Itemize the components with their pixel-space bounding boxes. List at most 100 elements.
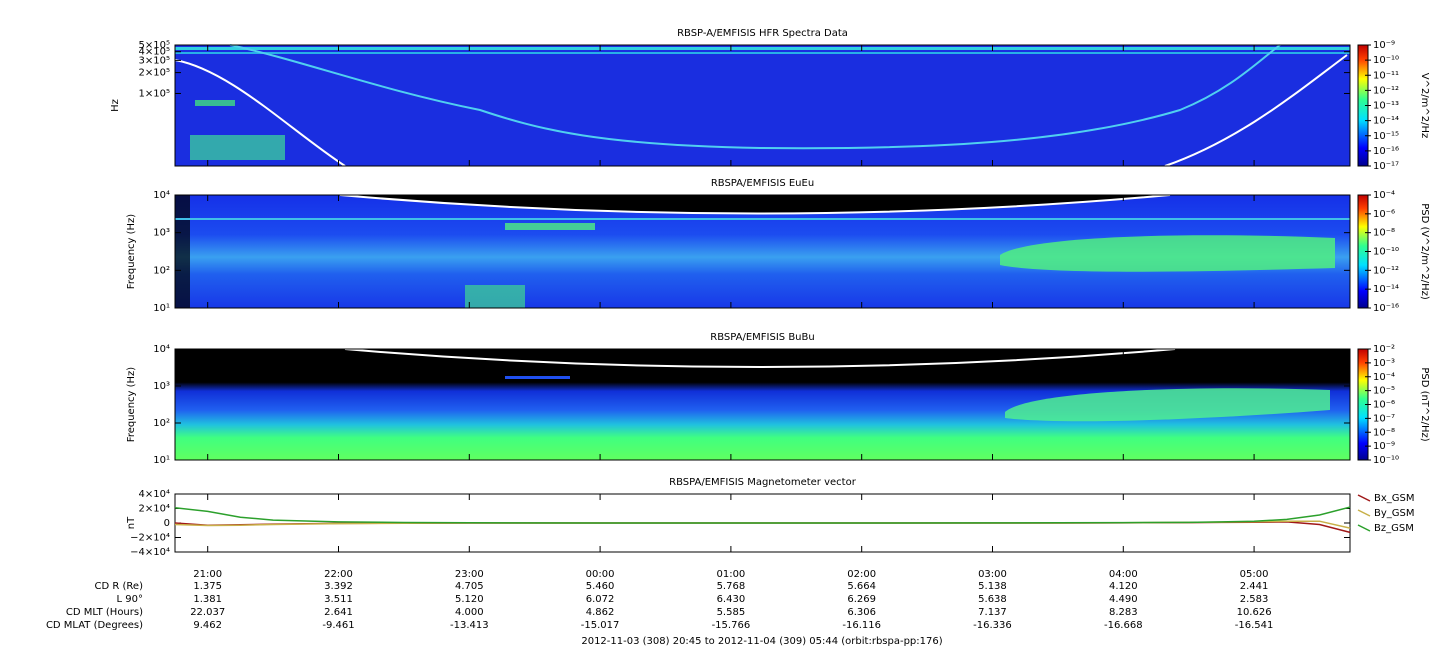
footer: 2012-11-03 (308) 20:45 to 2012-11-04 (30…: [581, 636, 942, 647]
ephemeris-value: 8.283: [1109, 607, 1138, 618]
y-tick-label: 10⁴: [153, 344, 170, 355]
ephemeris-value: 22.037: [190, 607, 225, 618]
ephemeris-value: 4.000: [455, 607, 484, 618]
colorbar-tick-label: 10⁻¹²: [1373, 265, 1399, 276]
ephemeris-value: 1.375: [193, 581, 222, 592]
y-tick-label: 10³: [153, 381, 170, 392]
colorbar-tick-label: 10⁻¹⁷: [1373, 161, 1399, 172]
ephemeris-value: 4.120: [1109, 581, 1138, 592]
colorbar-tick-label: 10⁻¹⁴: [1373, 116, 1399, 127]
legend-swatch: [1357, 494, 1371, 502]
x-tick-label: 23:00: [455, 569, 484, 580]
colorbar-tick-label: 10⁻⁸: [1373, 427, 1395, 438]
ephemeris-value: -13.413: [450, 620, 489, 631]
x-tick-label: 01:00: [716, 569, 745, 580]
x-tick-label: 05:00: [1240, 569, 1269, 580]
ephemeris-value: 6.269: [847, 594, 876, 605]
panel-title: RBSPA/EMFISIS BuBu: [710, 332, 814, 343]
legend-swatch: [1357, 509, 1371, 517]
colorbar-label: PSD (V^2/m^2/Hz): [1419, 203, 1430, 300]
legend-label: By_GSM: [1374, 508, 1415, 519]
colorbar-tick-label: 10⁻⁸: [1373, 228, 1395, 239]
ephemeris-value: -15.766: [712, 620, 751, 631]
ephemeris-value: 9.462: [193, 620, 222, 631]
colorbar-tick-label: 10⁻¹⁶: [1373, 146, 1399, 157]
ephemeris-value: -16.336: [973, 620, 1012, 631]
legend-label: Bx_GSM: [1374, 493, 1415, 504]
colorbar-tick-label: 10⁻⁴: [1373, 190, 1395, 201]
y-tick-label: 2×10⁴: [139, 504, 170, 515]
ephemeris-label: L 90°: [117, 594, 143, 605]
ephemeris-value: 5.664: [847, 581, 876, 592]
ephemeris-value: 2.641: [324, 607, 353, 618]
ephemeris-value: -9.461: [322, 620, 354, 631]
colorbar-tick-label: 10⁻²: [1373, 344, 1395, 355]
ephemeris-value: 5.768: [717, 581, 746, 592]
ephemeris-label: CD R (Re): [95, 581, 144, 592]
y-axis-label: Hz: [110, 99, 121, 112]
legend-label: Bz_GSM: [1374, 523, 1414, 534]
y-axis-label: Frequency (Hz): [126, 367, 137, 443]
panel-title: RBSP-A/EMFISIS HFR Spectra Data: [677, 28, 848, 39]
ephemeris-value: 6.430: [717, 594, 746, 605]
y-tick-label: 10²: [153, 418, 170, 429]
ephemeris-value: 2.583: [1240, 594, 1269, 605]
y-tick-label: 10²: [153, 265, 170, 276]
ephemeris-value: 4.705: [455, 581, 484, 592]
ephemeris-value: -16.668: [1104, 620, 1143, 631]
y-tick-label: 10¹: [153, 303, 170, 314]
ephemeris-value: 6.072: [586, 594, 615, 605]
y-tick-label: 2×10⁵: [139, 68, 170, 79]
colorbar-tick-label: 10⁻³: [1373, 358, 1395, 369]
colorbar-tick-label: 10⁻¹²: [1373, 85, 1399, 96]
x-tick-label: 21:00: [193, 569, 222, 580]
colorbar-tick-label: 10⁻⁵: [1373, 386, 1395, 397]
y-tick-label: −2×10⁴: [130, 533, 170, 544]
colorbar-tick-label: 10⁻¹⁶: [1373, 303, 1399, 314]
y-tick-label: 0: [164, 518, 170, 529]
colorbar-tick-label: 10⁻¹⁴: [1373, 284, 1399, 295]
y-tick-label: 4×10⁴: [139, 489, 170, 500]
ephemeris-value: 3.511: [324, 594, 353, 605]
ephemeris-value: 6.306: [847, 607, 876, 618]
colorbar-tick-label: 10⁻¹⁰: [1373, 247, 1399, 258]
colorbar-label: V^2/m^2/Hz: [1419, 73, 1430, 139]
y-tick-label: 3×10⁵: [139, 55, 170, 66]
ephemeris-value: -16.541: [1235, 620, 1274, 631]
ephemeris-value: 5.138: [978, 581, 1007, 592]
colorbar-tick-label: 10⁻⁹: [1373, 40, 1395, 51]
ephemeris-value: 3.392: [324, 581, 353, 592]
y-tick-label: −4×10⁴: [130, 547, 170, 558]
y-tick-label: 10⁴: [153, 190, 170, 201]
colorbar-tick-label: 10⁻¹⁰: [1373, 55, 1399, 66]
plot-frame: [174, 348, 1351, 461]
colorbar-tick-label: 10⁻⁴: [1373, 372, 1395, 383]
plot-frame: [174, 194, 1351, 309]
colorbar-tick-label: 10⁻¹⁵: [1373, 131, 1399, 142]
data-line: [174, 506, 1351, 524]
ephemeris-value: 7.137: [978, 607, 1007, 618]
colorbar-tick-label: 10⁻⁹: [1373, 441, 1395, 452]
ephemeris-value: 4.490: [1109, 594, 1138, 605]
colorbar-tick-label: 10⁻⁶: [1373, 400, 1395, 411]
y-axis-label: nT: [126, 516, 137, 529]
ephemeris-value: 2.441: [1240, 581, 1269, 592]
colorbar-tick-label: 10⁻¹⁰: [1373, 455, 1399, 466]
ephemeris-value: -16.116: [842, 620, 881, 631]
plot-frame: [174, 44, 1351, 167]
ephemeris-value: 5.638: [978, 594, 1007, 605]
x-tick-label: 00:00: [586, 569, 615, 580]
y-tick-label: 10¹: [153, 455, 170, 466]
panel-title: RBSPA/EMFISIS EuEu: [711, 178, 814, 189]
ephemeris-value: 4.862: [586, 607, 615, 618]
ephemeris-value: 5.585: [717, 607, 746, 618]
ephemeris-label: CD MLAT (Degrees): [46, 620, 143, 631]
panel-title: RBSPA/EMFISIS Magnetometer vector: [669, 477, 857, 488]
ephemeris-value: 5.120: [455, 594, 484, 605]
ephemeris-value: 5.460: [586, 581, 615, 592]
ephemeris-label: CD MLT (Hours): [66, 607, 143, 618]
x-tick-label: 03:00: [978, 569, 1007, 580]
y-axis-label: Frequency (Hz): [126, 214, 137, 290]
colorbar-label: PSD (nT^2/Hz): [1419, 367, 1430, 441]
